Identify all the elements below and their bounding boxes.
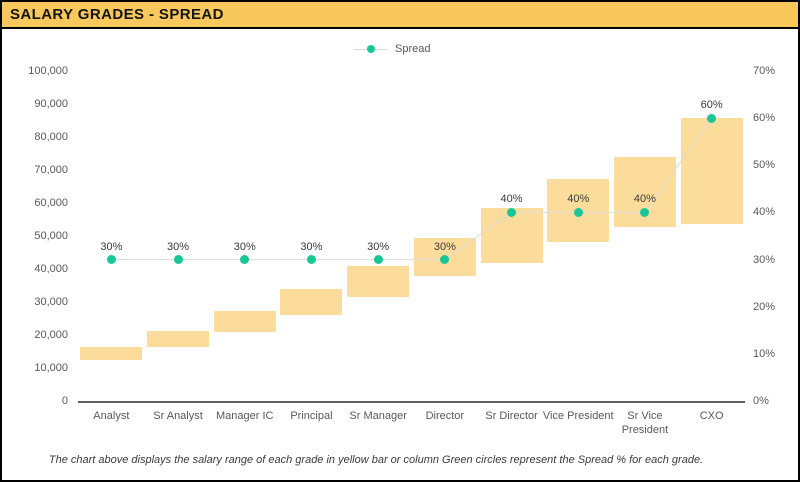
x-axis-category-label: CXO: [699, 410, 724, 422]
spread-point-label: 60%: [700, 99, 723, 112]
chart-title-bar: SALARY GRADES - SPREAD: [2, 2, 798, 29]
left-axis-tick-label: 30,000: [34, 296, 68, 308]
salary-range-bar[interactable]: [147, 331, 210, 347]
x-axis-category-label: Manager IC: [216, 410, 274, 422]
spread-point-label: 40%: [500, 193, 523, 206]
x-axis-category-label: Sr Manager: [349, 410, 407, 422]
left-axis-tick-label: 10,000: [34, 362, 68, 374]
spread-point-label: 40%: [633, 193, 656, 206]
right-axis-tick-label: 50%: [753, 159, 776, 172]
left-axis-tick-label: 70,000: [34, 164, 68, 176]
left-axis-tick-label: 0: [61, 395, 68, 407]
chart-title: SALARY GRADES - SPREAD: [10, 6, 224, 23]
spread-connector-line: [111, 117, 713, 261]
left-axis-tick-label: 80,000: [34, 131, 68, 143]
spread-point-label: 30%: [167, 240, 190, 253]
spread-point-label: 30%: [433, 240, 456, 253]
spread-point[interactable]: [707, 113, 717, 123]
x-axis-category-label: Vice President: [542, 410, 614, 422]
x-axis-category-label: Sr Analyst: [153, 410, 203, 422]
spread-point[interactable]: [373, 255, 383, 265]
legend[interactable]: Spread: [354, 43, 430, 55]
right-axis-tick-label: 10%: [753, 347, 776, 360]
x-axis-category-label: Sr Vice President: [621, 410, 669, 436]
salary-range-bar[interactable]: [213, 310, 276, 332]
right-axis-tick-label: 60%: [753, 112, 776, 125]
spread-point[interactable]: [106, 255, 116, 265]
right-axis-tick-label: 0%: [753, 395, 769, 407]
x-axis-category-label: Analyst: [93, 410, 130, 422]
spread-point-label: 40%: [567, 193, 590, 206]
spread-point[interactable]: [507, 207, 517, 217]
spread-point[interactable]: [440, 255, 450, 265]
chart-footnote: The chart above displays the salary rang…: [48, 454, 704, 466]
spread-point[interactable]: [240, 255, 250, 265]
x-axis-category-label: Sr Director: [485, 410, 538, 422]
right-axis-tick-label: 30%: [753, 253, 776, 266]
spread-point[interactable]: [640, 207, 650, 217]
right-axis-tick-label: 70%: [753, 65, 776, 77]
left-axis-tick-label: 20,000: [34, 329, 68, 341]
right-axis-tick-label: 40%: [753, 206, 776, 219]
left-axis-tick-label: 90,000: [34, 98, 68, 110]
spread-point-label: 30%: [367, 240, 390, 253]
salary-range-bar[interactable]: [280, 289, 343, 316]
spread-point[interactable]: [173, 255, 183, 265]
spread-point[interactable]: [306, 255, 316, 265]
legend-label: Spread: [395, 43, 431, 55]
spread-point-label: 30%: [300, 240, 323, 253]
left-axis-tick-label: 40,000: [34, 263, 68, 275]
legend-spread-dot-icon: [367, 45, 375, 53]
salary-range-bar[interactable]: [80, 347, 143, 360]
salary-range-bar[interactable]: [680, 117, 743, 224]
left-axis-tick-label: 100,000: [28, 65, 68, 77]
left-axis-tick-label: 50,000: [34, 230, 68, 242]
right-axis-tick-label: 20%: [753, 300, 776, 313]
x-axis-category-label: Director: [425, 410, 465, 422]
spread-point-label: 30%: [233, 240, 256, 253]
salary-range-bar[interactable]: [347, 265, 410, 298]
plot-area: [78, 71, 745, 403]
spread-point[interactable]: [573, 207, 583, 217]
salary-range-bar[interactable]: [480, 208, 543, 264]
x-axis-category-label: Principal: [290, 410, 333, 422]
left-axis-tick-label: 60,000: [34, 197, 68, 209]
spread-point-label: 30%: [100, 240, 123, 253]
legend-line-marker: [354, 45, 388, 53]
